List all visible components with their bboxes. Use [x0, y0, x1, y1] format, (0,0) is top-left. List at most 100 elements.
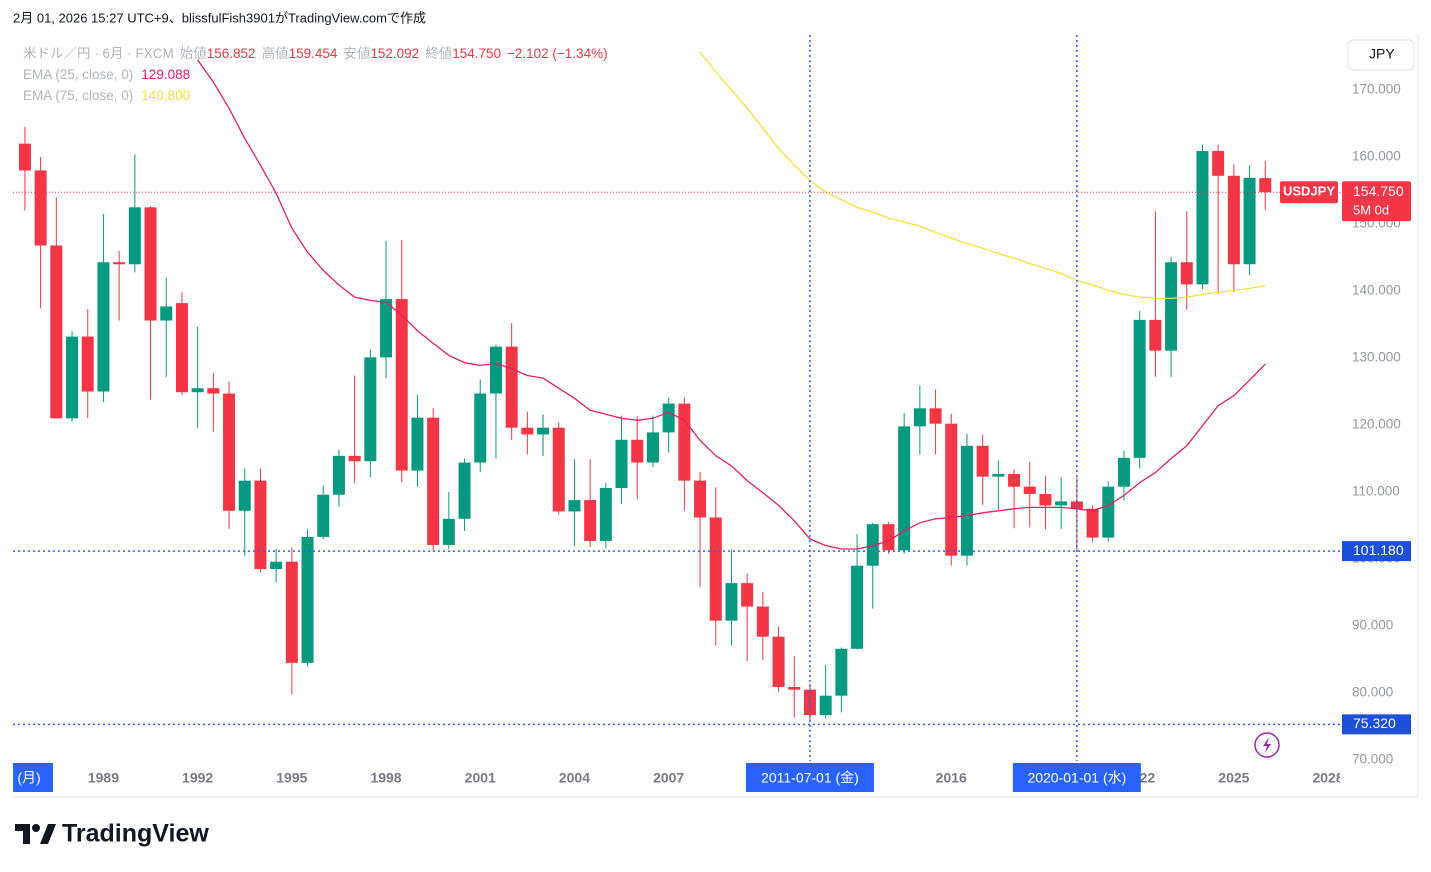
candle-body: [960, 445, 973, 556]
candle-body: [898, 426, 911, 551]
crosshair-x-label: 2020-01-01 (水): [1027, 770, 1126, 786]
candle-body: [238, 480, 251, 511]
legend-value: 129.088: [141, 67, 190, 82]
x-tick-label: 1989: [88, 770, 119, 786]
candle-body: [1055, 501, 1068, 506]
y-tick-label: 80.000: [1352, 685, 1393, 700]
candle-body: [254, 480, 267, 570]
x-tick-label: 1992: [182, 770, 213, 786]
candle-body: [223, 393, 236, 511]
legend-value: 159.454: [289, 46, 338, 61]
y-tick-label: 90.000: [1352, 618, 1393, 633]
x-tick-label: 2025: [1218, 770, 1249, 786]
candle-body: [348, 455, 361, 462]
symbol-tag: [1280, 181, 1338, 204]
legend-name: EMA (25, close, 0): [23, 67, 133, 82]
candle-body: [128, 207, 141, 265]
candle-body: [317, 494, 330, 537]
legend-symbol: 米ドル／円 · 6月 · FXCM: [23, 46, 174, 61]
y-tick-label: 70.000: [1352, 752, 1393, 767]
candle-body: [882, 524, 895, 551]
candle-body: [615, 439, 628, 489]
candle-body: [458, 462, 471, 519]
candle-body: [803, 689, 816, 716]
legend-value: 152.092: [370, 46, 419, 61]
legend-entry: EMA (75, close, 0) 140.800: [23, 88, 190, 103]
crosshair-x-label: 2011-07-01 (金): [761, 770, 859, 786]
y-tick-label: 170.000: [1352, 82, 1401, 97]
candle-body: [945, 423, 958, 556]
logo: TradingView: [15, 820, 209, 848]
candle-body: [976, 445, 989, 477]
currency-button[interactable]: [1347, 39, 1415, 71]
logo-text: TradingView: [62, 820, 209, 848]
candle-body: [725, 583, 738, 621]
legend-label: 終値: [425, 46, 452, 61]
candle-body: [442, 518, 455, 545]
legend-label: 高値: [262, 45, 289, 61]
crosshair-x-tag: [1012, 763, 1141, 792]
legend-entry: EMA (25, close, 0) 129.088: [23, 67, 190, 82]
plot-area: [13, 35, 1340, 761]
candle-body: [66, 336, 79, 419]
ema-line: [197, 59, 1266, 550]
candle-body: [599, 488, 612, 541]
x-tick-label: 2001: [465, 770, 496, 786]
candle-body: [662, 403, 675, 433]
candle-body: [1086, 508, 1099, 538]
candle-body: [1259, 178, 1272, 193]
currency-label: JPY: [1369, 46, 1395, 62]
candle-body: [144, 207, 157, 321]
caption: 2月 01, 2026 15:27 UTC+9、blissfulFish3901…: [13, 10, 426, 25]
crosshair-y-label: 101.180: [1353, 542, 1404, 558]
price-tag-text: 154.750: [1353, 183, 1404, 199]
candle-body: [380, 299, 393, 358]
candle-body: [1023, 486, 1036, 495]
candle-body: [81, 336, 94, 392]
candle-body: [678, 403, 691, 481]
candle-body: [175, 303, 188, 393]
candle-body: [1180, 262, 1193, 285]
candle-body: [568, 500, 581, 512]
y-tick-label: 110.000: [1352, 484, 1400, 499]
candle-body: [1212, 151, 1225, 176]
alert-icon[interactable]: [1254, 732, 1280, 758]
candle-body: [301, 536, 314, 663]
y-tick-label: 160.000: [1352, 149, 1401, 164]
candle-body: [395, 299, 408, 471]
candle-body: [537, 427, 550, 435]
candle-body: [521, 427, 534, 435]
legend-value: 140.800: [141, 88, 190, 103]
x-tick-label: 1998: [370, 770, 401, 786]
legend-value: 154.750: [452, 46, 501, 61]
crosshair-x-tag: [745, 763, 874, 792]
legend-name: EMA (75, close, 0): [23, 88, 133, 103]
timezone-label: (月): [17, 770, 40, 786]
price-axis: [1340, 35, 1417, 796]
crosshair-y-label: 75.320: [1353, 715, 1396, 731]
candle-body: [709, 517, 722, 621]
y-tick-label: 130.000: [1352, 350, 1401, 365]
legend-label: 始値: [180, 46, 207, 61]
y-tick-label: 140.000: [1352, 283, 1401, 298]
candle-body: [1117, 457, 1130, 487]
legend-main: 米ドル／円 · 6月 · FXCM 始値156.852 高値159.454 安値152…: [23, 45, 608, 61]
candle-body: [631, 439, 644, 463]
legend-label: 安値: [343, 46, 370, 61]
candle-body: [772, 636, 785, 687]
logo-mark: [15, 824, 30, 844]
candle-body: [992, 473, 1005, 477]
timezone-tag: [13, 763, 53, 792]
alert-bolt: [1263, 737, 1271, 753]
crosshair-y-tag: [1342, 714, 1411, 735]
candle-body: [285, 561, 298, 663]
candle-body: [1243, 177, 1256, 265]
candle-body: [191, 388, 204, 393]
candle-body: [113, 262, 126, 265]
candle-body: [646, 432, 659, 463]
candle-body: [364, 357, 377, 462]
candle-body: [913, 408, 926, 427]
logo-mark: [32, 824, 40, 832]
candle-body: [18, 143, 31, 171]
